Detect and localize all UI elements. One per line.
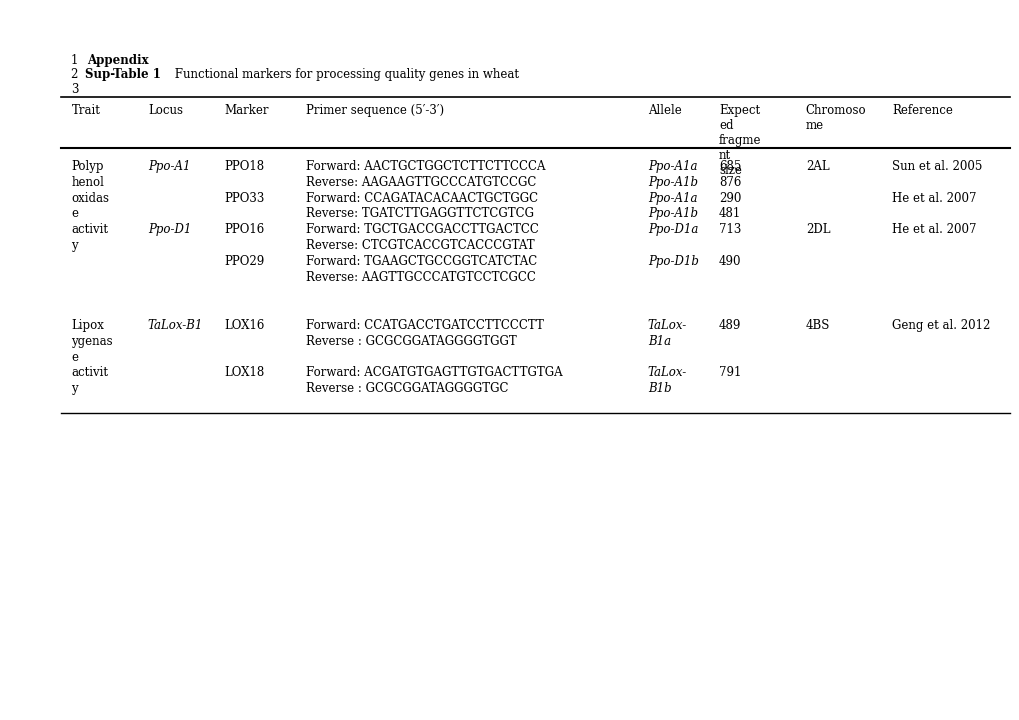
Text: activit: activit — [71, 366, 108, 379]
Text: Forward: ACGATGTGAGTTGTGACTTGTGA: Forward: ACGATGTGAGTTGTGACTTGTGA — [306, 366, 562, 379]
Text: Functional markers for processing quality genes in wheat: Functional markers for processing qualit… — [171, 68, 519, 81]
Text: 685: 685 — [718, 160, 741, 173]
Text: TaLox-: TaLox- — [647, 366, 686, 379]
Text: 481: 481 — [718, 207, 741, 220]
Text: PPO29: PPO29 — [224, 255, 264, 268]
Text: PPO33: PPO33 — [224, 192, 265, 204]
Text: PPO18: PPO18 — [224, 160, 264, 173]
Text: Reverse: AAGTTGCCCATGTCCTCGCC: Reverse: AAGTTGCCCATGTCCTCGCC — [306, 271, 535, 284]
Text: Chromoso
me: Chromoso me — [805, 104, 865, 132]
Text: e: e — [71, 351, 78, 364]
Text: Reverse : GCGCGGATAGGGGTGC: Reverse : GCGCGGATAGGGGTGC — [306, 382, 508, 395]
Text: Geng et al. 2012: Geng et al. 2012 — [892, 319, 989, 332]
Text: Marker: Marker — [224, 104, 269, 117]
Text: oxidas: oxidas — [71, 192, 109, 204]
Text: Ppo-A1b: Ppo-A1b — [647, 176, 697, 189]
Text: 791: 791 — [718, 366, 741, 379]
Text: Sup-Table 1: Sup-Table 1 — [85, 68, 160, 81]
Text: 489: 489 — [718, 319, 741, 332]
Text: Ppo-D1b: Ppo-D1b — [647, 255, 698, 268]
Text: Ppo-D1a: Ppo-D1a — [647, 223, 697, 236]
Text: Appendix: Appendix — [87, 54, 148, 67]
Text: 490: 490 — [718, 255, 741, 268]
Text: He et al. 2007: He et al. 2007 — [892, 223, 976, 236]
Text: henol: henol — [71, 176, 104, 189]
Text: Reverse: CTCGTCACCGTCACCCGTAT: Reverse: CTCGTCACCGTCACCCGTAT — [306, 239, 534, 252]
Text: 2DL: 2DL — [805, 223, 829, 236]
Text: 290: 290 — [718, 192, 741, 204]
Text: TaLox-B1: TaLox-B1 — [148, 319, 203, 332]
Text: Expect
ed
fragme
nt
size: Expect ed fragme nt size — [718, 104, 761, 177]
Text: Reverse : GCGCGGATAGGGGTGGT: Reverse : GCGCGGATAGGGGTGGT — [306, 335, 517, 348]
Text: 1: 1 — [71, 54, 87, 67]
Text: Primer sequence (5′-3′): Primer sequence (5′-3′) — [306, 104, 443, 117]
Text: 713: 713 — [718, 223, 741, 236]
Text: Ppo-D1: Ppo-D1 — [148, 223, 192, 236]
Text: Reverse: AAGAAGTTGCCCATGTCCGC: Reverse: AAGAAGTTGCCCATGTCCGC — [306, 176, 536, 189]
Text: y: y — [71, 382, 77, 395]
Text: B1a: B1a — [647, 335, 671, 348]
Text: Forward: CCATGACCTGATCCTTCCCTT: Forward: CCATGACCTGATCCTTCCCTT — [306, 319, 543, 332]
Text: Allele: Allele — [647, 104, 681, 117]
Text: TaLox-: TaLox- — [647, 319, 686, 332]
Text: Polyp: Polyp — [71, 160, 104, 173]
Text: 876: 876 — [718, 176, 741, 189]
Text: 4BS: 4BS — [805, 319, 829, 332]
Text: Locus: Locus — [148, 104, 182, 117]
Text: LOX18: LOX18 — [224, 366, 264, 379]
Text: 3: 3 — [71, 83, 78, 96]
Text: He et al. 2007: He et al. 2007 — [892, 192, 976, 204]
Text: 2AL: 2AL — [805, 160, 828, 173]
Text: Lipox: Lipox — [71, 319, 104, 332]
Text: LOX16: LOX16 — [224, 319, 265, 332]
Text: ygenas: ygenas — [71, 335, 113, 348]
Text: Forward: AACTGCTGGCTCTTCTTCCCA: Forward: AACTGCTGGCTCTTCTTCCCA — [306, 160, 545, 173]
Text: Sun et al. 2005: Sun et al. 2005 — [892, 160, 982, 173]
Text: Ppo-A1a: Ppo-A1a — [647, 160, 697, 173]
Text: Ppo-A1b: Ppo-A1b — [647, 207, 697, 220]
Text: Forward: TGCTGACCGACCTTGACTCC: Forward: TGCTGACCGACCTTGACTCC — [306, 223, 538, 236]
Text: Trait: Trait — [71, 104, 100, 117]
Text: B1b: B1b — [647, 382, 671, 395]
Text: Reference: Reference — [892, 104, 953, 117]
Text: Forward: TGAAGCTGCCGGTCATCTAC: Forward: TGAAGCTGCCGGTCATCTAC — [306, 255, 537, 268]
Text: Ppo-A1: Ppo-A1 — [148, 160, 191, 173]
Text: activit: activit — [71, 223, 108, 236]
Text: Forward: CCAGATACACAACTGCTGGC: Forward: CCAGATACACAACTGCTGGC — [306, 192, 538, 204]
Text: PPO16: PPO16 — [224, 223, 264, 236]
Text: y: y — [71, 239, 77, 252]
Text: Reverse: TGATCTTGAGGTTCTCGTCG: Reverse: TGATCTTGAGGTTCTCGTCG — [306, 207, 534, 220]
Text: Ppo-A1a: Ppo-A1a — [647, 192, 697, 204]
Text: 2: 2 — [71, 68, 83, 81]
Text: e: e — [71, 207, 78, 220]
